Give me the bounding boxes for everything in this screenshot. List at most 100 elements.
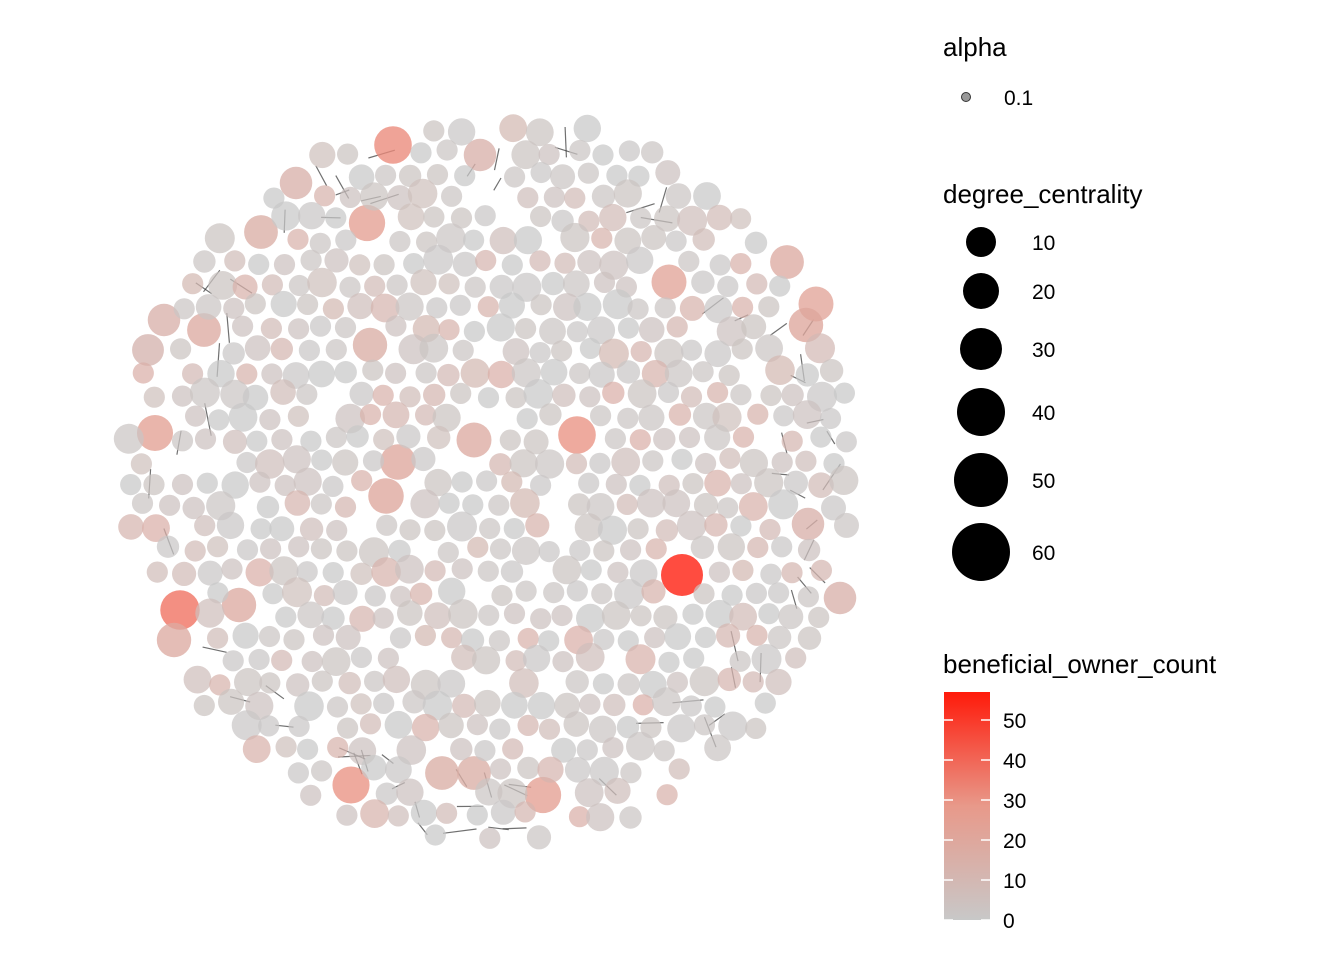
network-node bbox=[370, 293, 400, 323]
network-node bbox=[359, 403, 382, 426]
network-node bbox=[477, 560, 499, 582]
network-node bbox=[605, 473, 627, 495]
network-node bbox=[424, 468, 452, 497]
network-node bbox=[719, 447, 741, 469]
network-edge bbox=[315, 165, 328, 186]
network-node bbox=[424, 519, 446, 542]
network-node bbox=[258, 625, 281, 648]
network-node bbox=[273, 254, 296, 276]
network-node bbox=[261, 274, 283, 296]
network-edge bbox=[226, 313, 230, 343]
network-node bbox=[539, 317, 566, 345]
network-node bbox=[301, 650, 323, 673]
network-node bbox=[474, 205, 496, 227]
network-node bbox=[597, 515, 628, 545]
network-node bbox=[537, 756, 564, 783]
network-node bbox=[313, 585, 335, 607]
network-node bbox=[747, 536, 769, 559]
network-node bbox=[576, 603, 605, 633]
network-node bbox=[655, 519, 679, 542]
network-node bbox=[620, 539, 642, 561]
network-node bbox=[781, 430, 803, 452]
network-node bbox=[447, 511, 477, 542]
network-node bbox=[566, 321, 589, 343]
network-node bbox=[287, 762, 309, 784]
network-node bbox=[829, 465, 859, 495]
network-node bbox=[529, 342, 551, 364]
network-node bbox=[573, 114, 601, 143]
network-node bbox=[259, 672, 281, 694]
alpha-legend-key bbox=[961, 92, 971, 102]
network-node bbox=[717, 497, 739, 519]
network-node bbox=[488, 630, 510, 652]
network-node bbox=[513, 226, 543, 255]
network-edge bbox=[202, 646, 227, 653]
network-node bbox=[630, 207, 652, 229]
network-node bbox=[464, 276, 486, 298]
network-node bbox=[529, 250, 551, 272]
network-node bbox=[207, 536, 229, 558]
alpha-legend-title: alpha bbox=[943, 32, 1007, 62]
network-node bbox=[781, 562, 803, 584]
network-node bbox=[625, 644, 656, 675]
network-node bbox=[477, 296, 499, 318]
network-node bbox=[231, 710, 262, 741]
network-node bbox=[184, 540, 206, 562]
network-node bbox=[196, 472, 218, 494]
network-node bbox=[374, 126, 412, 164]
network-node bbox=[326, 696, 349, 718]
network-node bbox=[680, 339, 703, 361]
network-node bbox=[372, 384, 394, 406]
network-node bbox=[454, 165, 476, 187]
network-node bbox=[730, 473, 752, 495]
network-node bbox=[769, 275, 791, 297]
network-node bbox=[182, 273, 204, 295]
network-node bbox=[297, 738, 319, 760]
network-node bbox=[260, 538, 282, 560]
network-node bbox=[489, 274, 514, 299]
network-node bbox=[586, 493, 615, 521]
network-node bbox=[616, 715, 640, 739]
network-node bbox=[346, 425, 369, 448]
network-node bbox=[490, 799, 516, 825]
network-node bbox=[248, 253, 270, 275]
network-node bbox=[294, 691, 324, 721]
network-node bbox=[384, 710, 413, 739]
network-node bbox=[499, 429, 521, 451]
network-node bbox=[543, 186, 566, 208]
size-legend-label: 10 bbox=[1032, 232, 1055, 255]
network-node bbox=[527, 692, 556, 720]
network-node bbox=[616, 493, 638, 515]
network-node bbox=[479, 827, 501, 849]
network-node bbox=[407, 178, 438, 209]
network-node bbox=[147, 303, 181, 337]
network-node bbox=[463, 138, 497, 172]
network-node bbox=[823, 581, 857, 615]
network-node bbox=[389, 627, 412, 649]
network-node bbox=[565, 670, 589, 694]
network-node bbox=[450, 207, 473, 229]
network-node bbox=[833, 382, 856, 404]
network-node bbox=[309, 141, 336, 169]
node-layer bbox=[113, 114, 859, 850]
network-node bbox=[746, 273, 768, 295]
network-node bbox=[311, 760, 333, 782]
network-node bbox=[514, 801, 536, 823]
network-node bbox=[562, 270, 590, 298]
network-node bbox=[505, 650, 527, 672]
network-node bbox=[334, 361, 357, 384]
network-node bbox=[524, 776, 562, 814]
network-node bbox=[662, 489, 691, 518]
network-node bbox=[396, 424, 421, 449]
network-node bbox=[170, 338, 192, 360]
network-node bbox=[349, 605, 376, 632]
network-node bbox=[614, 579, 645, 609]
network-node bbox=[630, 341, 652, 363]
network-node bbox=[767, 625, 792, 650]
network-node bbox=[551, 340, 573, 362]
network-node bbox=[324, 248, 349, 273]
network-node bbox=[653, 427, 676, 451]
network-node bbox=[834, 512, 859, 538]
network-node bbox=[197, 560, 223, 586]
network-node bbox=[745, 717, 767, 740]
